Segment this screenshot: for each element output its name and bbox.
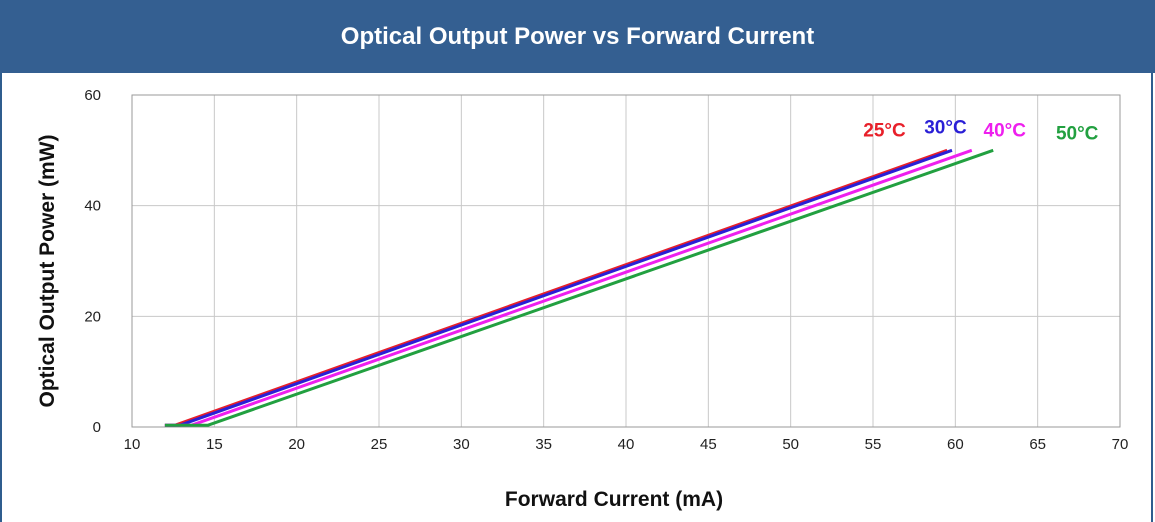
- x-tick-label: 40: [618, 436, 635, 453]
- chart-title: Optical Output Power vs Forward Current: [0, 0, 1155, 73]
- x-tick-label: 45: [700, 436, 717, 453]
- plot-border: [131, 94, 1121, 428]
- x-tick-label: 20: [288, 436, 305, 453]
- x-tick-label: 25: [371, 436, 388, 453]
- x-axis-label: Forward Current (mA): [505, 488, 723, 511]
- series-line: [164, 148, 994, 427]
- y-tick-label: 40: [84, 198, 101, 215]
- x-tick-label: 35: [535, 436, 552, 453]
- x-tick-label: 55: [865, 436, 882, 453]
- x-tick-label: 10: [124, 436, 141, 453]
- x-tick-label: 30: [453, 436, 470, 453]
- series-line: [164, 148, 948, 427]
- series-label: 25°C: [863, 121, 906, 142]
- x-tick-label: 15: [206, 436, 223, 453]
- x-tick-label: 50: [782, 436, 799, 453]
- y-tick-label: 0: [93, 419, 101, 436]
- y-tick-label: 60: [84, 87, 101, 104]
- y-tick-label: 20: [84, 308, 101, 325]
- series-label: 40°C: [984, 121, 1027, 142]
- x-tick-label: 70: [1112, 436, 1129, 453]
- x-tick-label: 65: [1029, 436, 1046, 453]
- y-axis-label: Optical Output Power (mW): [36, 135, 59, 408]
- series-label: 50°C: [1056, 123, 1099, 144]
- series-label: 30°C: [924, 118, 967, 139]
- x-tick-label: 60: [947, 436, 964, 453]
